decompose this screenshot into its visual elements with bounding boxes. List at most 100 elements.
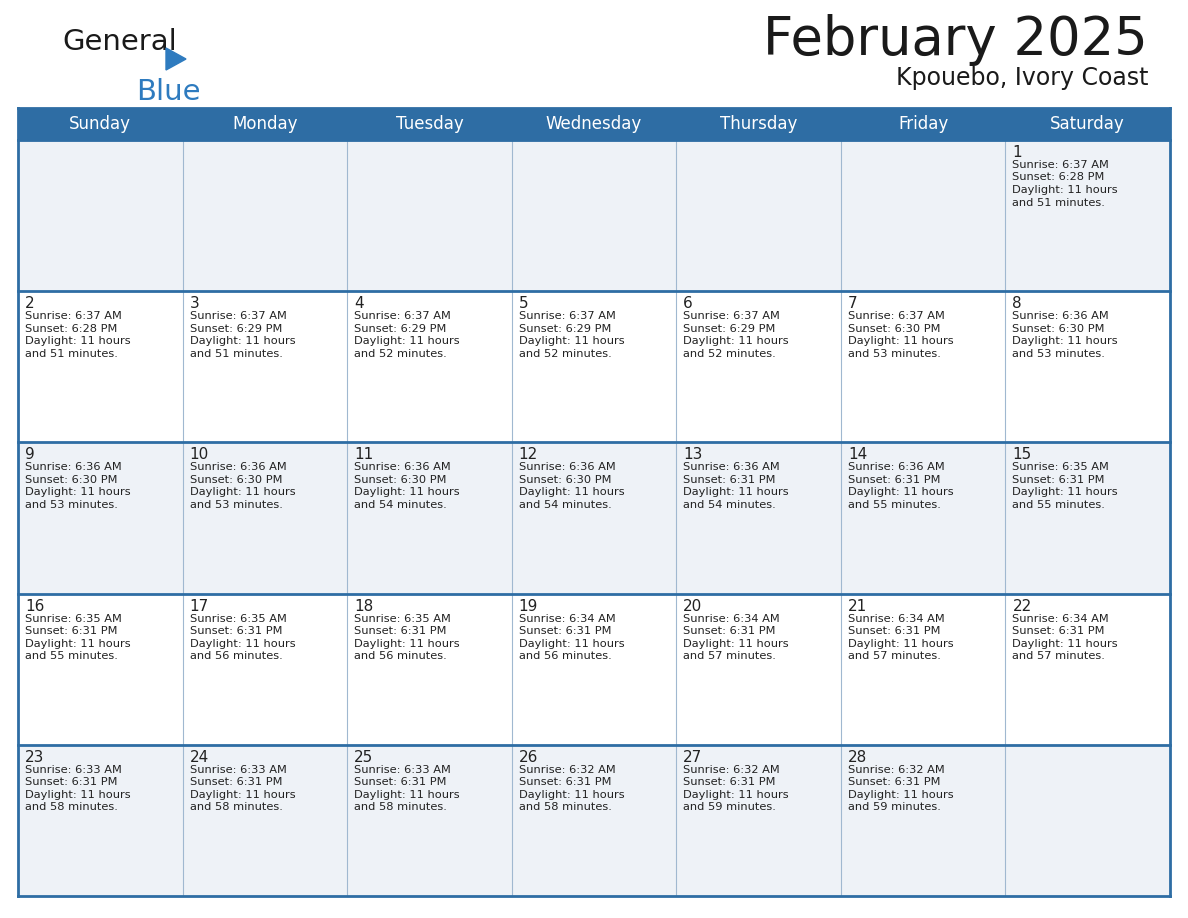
Text: Sunrise: 6:36 AM: Sunrise: 6:36 AM xyxy=(190,463,286,473)
Text: Sunrise: 6:33 AM: Sunrise: 6:33 AM xyxy=(25,765,122,775)
Text: Sunset: 6:28 PM: Sunset: 6:28 PM xyxy=(1012,173,1105,183)
Bar xyxy=(1005,291,1170,442)
Text: Sunrise: 6:32 AM: Sunrise: 6:32 AM xyxy=(683,765,781,775)
Bar xyxy=(676,442,841,594)
Bar xyxy=(841,291,1005,442)
Text: 25: 25 xyxy=(354,750,373,765)
Text: Daylight: 11 hours: Daylight: 11 hours xyxy=(1012,185,1118,195)
Text: Daylight: 11 hours: Daylight: 11 hours xyxy=(848,487,954,498)
Bar xyxy=(512,594,676,744)
Text: Sunrise: 6:35 AM: Sunrise: 6:35 AM xyxy=(190,613,286,623)
Text: Daylight: 11 hours: Daylight: 11 hours xyxy=(354,639,460,649)
Text: Sunrise: 6:34 AM: Sunrise: 6:34 AM xyxy=(683,613,781,623)
Text: General: General xyxy=(62,28,177,56)
Text: Daylight: 11 hours: Daylight: 11 hours xyxy=(519,639,625,649)
Text: and 52 minutes.: and 52 minutes. xyxy=(354,349,447,359)
Text: Sunrise: 6:37 AM: Sunrise: 6:37 AM xyxy=(354,311,451,321)
Polygon shape xyxy=(166,48,187,70)
Text: and 54 minutes.: and 54 minutes. xyxy=(354,500,447,509)
Text: Sunrise: 6:36 AM: Sunrise: 6:36 AM xyxy=(354,463,451,473)
Text: 24: 24 xyxy=(190,750,209,765)
Text: Sunrise: 6:34 AM: Sunrise: 6:34 AM xyxy=(1012,613,1110,623)
Bar xyxy=(183,140,347,291)
Bar xyxy=(183,291,347,442)
Text: Sunset: 6:29 PM: Sunset: 6:29 PM xyxy=(519,324,611,334)
Text: and 53 minutes.: and 53 minutes. xyxy=(25,500,118,509)
Bar xyxy=(512,108,676,140)
Text: 6: 6 xyxy=(683,297,693,311)
Text: 16: 16 xyxy=(25,599,44,613)
Bar xyxy=(347,291,512,442)
Text: Sunset: 6:31 PM: Sunset: 6:31 PM xyxy=(25,626,118,636)
Bar xyxy=(183,744,347,896)
Text: Sunset: 6:30 PM: Sunset: 6:30 PM xyxy=(25,475,118,485)
Bar xyxy=(347,140,512,291)
Bar xyxy=(183,594,347,744)
Text: Sunrise: 6:32 AM: Sunrise: 6:32 AM xyxy=(519,765,615,775)
Bar xyxy=(676,108,841,140)
Bar xyxy=(841,442,1005,594)
Text: and 55 minutes.: and 55 minutes. xyxy=(25,651,118,661)
Text: 21: 21 xyxy=(848,599,867,613)
Text: 2: 2 xyxy=(25,297,34,311)
Bar xyxy=(1005,442,1170,594)
Text: and 55 minutes.: and 55 minutes. xyxy=(1012,500,1105,509)
Text: Sunrise: 6:33 AM: Sunrise: 6:33 AM xyxy=(354,765,451,775)
Text: and 56 minutes.: and 56 minutes. xyxy=(354,651,447,661)
Text: and 51 minutes.: and 51 minutes. xyxy=(1012,197,1105,207)
Text: Friday: Friday xyxy=(898,115,948,133)
Text: Daylight: 11 hours: Daylight: 11 hours xyxy=(190,639,295,649)
Text: 27: 27 xyxy=(683,750,702,765)
Text: 28: 28 xyxy=(848,750,867,765)
Bar xyxy=(18,291,183,442)
Text: 15: 15 xyxy=(1012,447,1031,463)
Text: Sunset: 6:31 PM: Sunset: 6:31 PM xyxy=(190,626,282,636)
Text: 23: 23 xyxy=(25,750,44,765)
Text: Daylight: 11 hours: Daylight: 11 hours xyxy=(683,639,789,649)
Text: Sunset: 6:29 PM: Sunset: 6:29 PM xyxy=(683,324,776,334)
Text: Sunset: 6:31 PM: Sunset: 6:31 PM xyxy=(683,626,776,636)
Text: Daylight: 11 hours: Daylight: 11 hours xyxy=(25,336,131,346)
Text: Sunset: 6:30 PM: Sunset: 6:30 PM xyxy=(519,475,611,485)
Text: February 2025: February 2025 xyxy=(763,14,1148,66)
Text: Sunset: 6:29 PM: Sunset: 6:29 PM xyxy=(190,324,282,334)
Text: 17: 17 xyxy=(190,599,209,613)
Text: Daylight: 11 hours: Daylight: 11 hours xyxy=(519,487,625,498)
Text: Daylight: 11 hours: Daylight: 11 hours xyxy=(25,487,131,498)
Text: Daylight: 11 hours: Daylight: 11 hours xyxy=(1012,639,1118,649)
Bar xyxy=(183,442,347,594)
Bar xyxy=(841,594,1005,744)
Text: Sunset: 6:30 PM: Sunset: 6:30 PM xyxy=(190,475,282,485)
Bar xyxy=(841,744,1005,896)
Text: and 53 minutes.: and 53 minutes. xyxy=(848,349,941,359)
Text: and 51 minutes.: and 51 minutes. xyxy=(190,349,283,359)
Text: Daylight: 11 hours: Daylight: 11 hours xyxy=(25,789,131,800)
Bar xyxy=(676,291,841,442)
Text: Wednesday: Wednesday xyxy=(545,115,643,133)
Text: 20: 20 xyxy=(683,599,702,613)
Bar xyxy=(512,291,676,442)
Text: Sunset: 6:31 PM: Sunset: 6:31 PM xyxy=(683,778,776,788)
Text: Sunrise: 6:32 AM: Sunrise: 6:32 AM xyxy=(848,765,944,775)
Text: Daylight: 11 hours: Daylight: 11 hours xyxy=(519,789,625,800)
Text: Sunrise: 6:36 AM: Sunrise: 6:36 AM xyxy=(519,463,615,473)
Text: 5: 5 xyxy=(519,297,529,311)
Text: Thursday: Thursday xyxy=(720,115,797,133)
Text: and 53 minutes.: and 53 minutes. xyxy=(1012,349,1105,359)
Text: Sunday: Sunday xyxy=(69,115,132,133)
Text: Sunset: 6:31 PM: Sunset: 6:31 PM xyxy=(683,475,776,485)
Text: Daylight: 11 hours: Daylight: 11 hours xyxy=(354,789,460,800)
Text: 13: 13 xyxy=(683,447,702,463)
Text: and 59 minutes.: and 59 minutes. xyxy=(683,802,776,812)
Text: 22: 22 xyxy=(1012,599,1031,613)
Bar xyxy=(18,108,183,140)
Bar xyxy=(841,108,1005,140)
Text: Sunset: 6:31 PM: Sunset: 6:31 PM xyxy=(25,778,118,788)
Bar xyxy=(183,108,347,140)
Text: Sunrise: 6:35 AM: Sunrise: 6:35 AM xyxy=(1012,463,1110,473)
Text: Daylight: 11 hours: Daylight: 11 hours xyxy=(190,487,295,498)
Text: Daylight: 11 hours: Daylight: 11 hours xyxy=(683,789,789,800)
Text: Daylight: 11 hours: Daylight: 11 hours xyxy=(848,789,954,800)
Text: Sunset: 6:31 PM: Sunset: 6:31 PM xyxy=(1012,475,1105,485)
Text: Daylight: 11 hours: Daylight: 11 hours xyxy=(683,487,789,498)
